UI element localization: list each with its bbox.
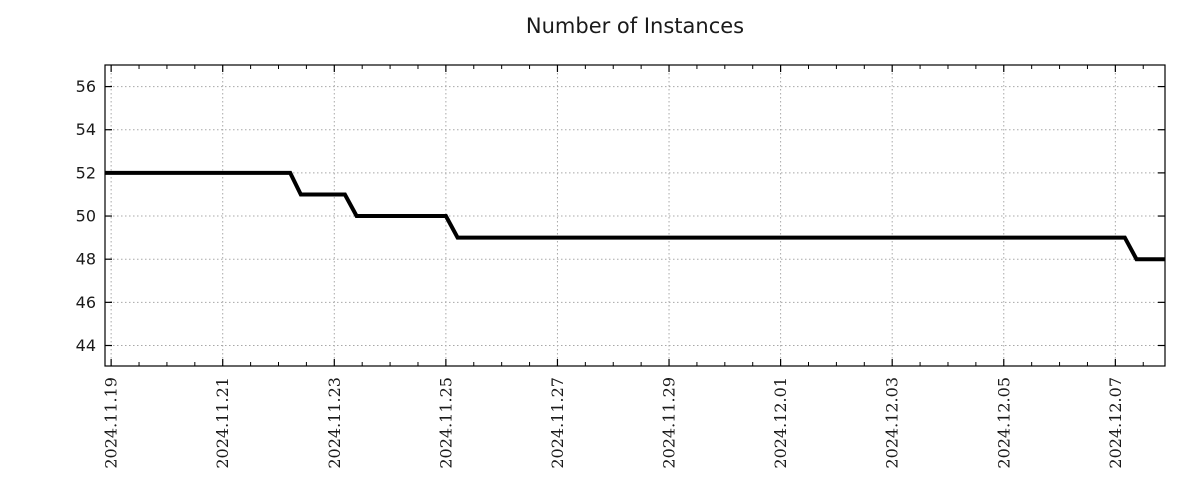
x-tick-label: 2024.12.07 (1106, 377, 1125, 469)
x-tick-label: 2024.11.19 (102, 377, 121, 469)
x-tick-label: 2024.12.01 (771, 377, 790, 469)
x-tick-label: 2024.11.27 (548, 377, 567, 469)
x-tick-label: 2024.11.25 (436, 377, 455, 469)
y-tick-label: 52 (76, 163, 96, 182)
y-tick-label: 50 (76, 207, 96, 226)
y-tick-label: 54 (76, 120, 96, 139)
x-tick-label: 2024.11.21 (213, 377, 232, 469)
y-tick-label: 46 (76, 293, 96, 312)
x-tick-label: 2024.11.29 (660, 377, 679, 469)
y-tick-label: 48 (76, 250, 96, 269)
chart-title: Number of Instances (525, 14, 745, 38)
x-tick-label: 2024.12.05 (994, 377, 1013, 469)
x-tick-label: 2024.12.03 (883, 377, 902, 469)
data-series-line (105, 170, 1165, 262)
y-tick-label: 44 (76, 336, 96, 355)
y-tick-label: 56 (76, 77, 96, 96)
x-tick-label: 2024.11.23 (325, 377, 344, 469)
plot-border (104, 64, 1166, 367)
